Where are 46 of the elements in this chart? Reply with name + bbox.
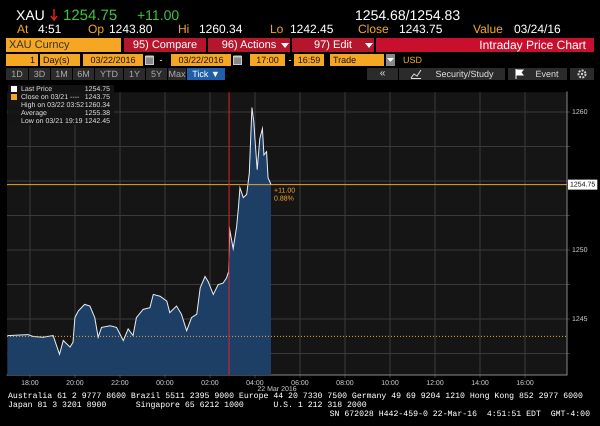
text: +11.00 — [136, 7, 180, 23]
text: 96) Actions — [208, 38, 290, 52]
text: 1Y — [124, 68, 145, 80]
text: 1260.34 — [198, 22, 244, 36]
text: SN 672028 H442-459-0 22-Mar-16 4:51:51 EDT GMT-4:00 — [328, 410, 590, 420]
text: 16:59 — [294, 54, 324, 66]
text: XAU — [15, 7, 45, 23]
text: YTD — [95, 68, 123, 80]
text: 03/22/2016 — [171, 54, 231, 66]
text: 1M — [51, 68, 72, 80]
text: 03/22/2016 — [83, 54, 143, 66]
text: « — [367, 68, 398, 80]
text: XAU Curncy — [6, 38, 121, 52]
text: USD — [402, 54, 424, 66]
text: Event — [527, 68, 567, 80]
text: 97) Edit — [292, 38, 374, 52]
text: 17:00 — [250, 54, 285, 66]
text: 03/24/16 — [513, 22, 562, 36]
text: 4:51 — [37, 22, 62, 36]
text: 1D — [6, 68, 28, 80]
text: Value — [472, 22, 504, 36]
chart-title: Intraday Price Chart — [376, 38, 594, 52]
text: 1254.68/1254.83 — [354, 7, 462, 23]
text: Lo — [269, 22, 284, 36]
text: Hi — [177, 22, 190, 36]
text: - — [158, 54, 164, 66]
text: Tick ▼ — [187, 68, 225, 80]
text: Trade — [330, 54, 384, 66]
text: Australia 61 2 9777 8600 Brazil 5511 2395 9000 Europe 44 20 7330 7500 Germany 49 69 9204 1210 Hong Kong 852 2977 6000 — [8, 392, 584, 402]
text: 1254.75 — [62, 6, 118, 24]
text: 1243.75 — [398, 22, 444, 36]
text: Day(s) — [40, 54, 80, 66]
text: 3D — [29, 68, 50, 80]
text: - — [288, 54, 292, 66]
text: Security/Study — [424, 68, 505, 80]
text: Close — [357, 22, 390, 36]
text: 6M — [73, 68, 94, 80]
text: 1242.45 — [289, 22, 334, 36]
text: Op — [87, 22, 106, 36]
text: Japan 81 3 3201 8900 Singapore 65 6212 1000 U.S. 1 212 318 2000 — [8, 401, 368, 410]
text: 5Y — [146, 68, 167, 80]
text: 1 — [6, 54, 38, 66]
text: Max — [168, 68, 186, 80]
text: At — [16, 22, 30, 36]
text: 95) Compare — [124, 38, 206, 52]
text: 1243.80 — [108, 22, 154, 36]
